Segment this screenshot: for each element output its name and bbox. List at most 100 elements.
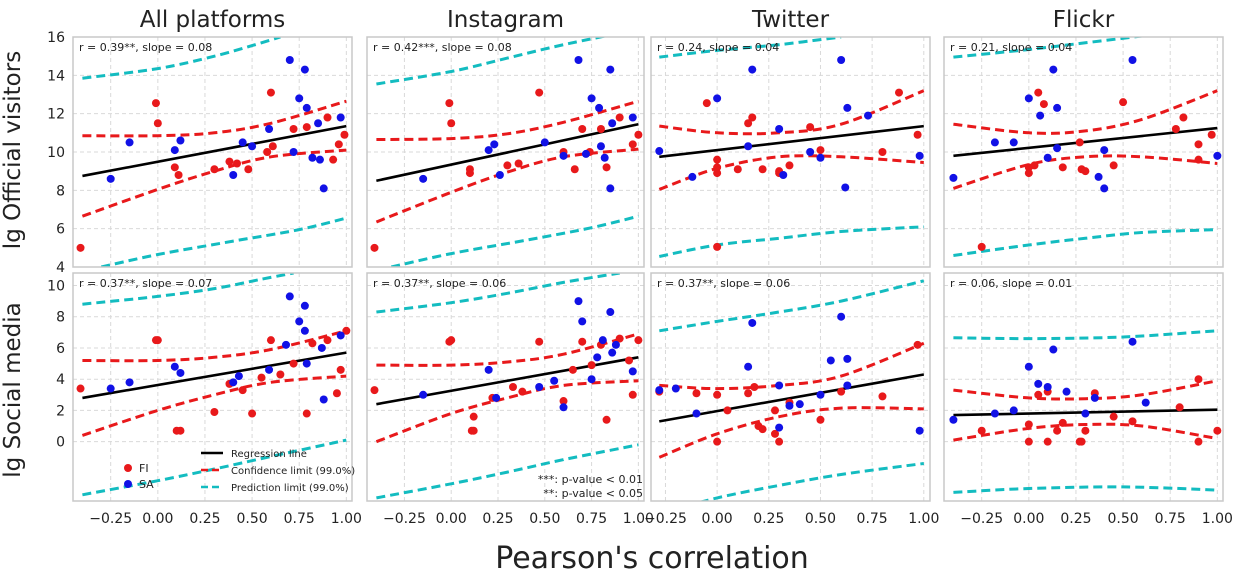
x-tick-label: 0.50 xyxy=(805,511,836,527)
fi-point xyxy=(210,165,219,174)
y-axis-label-top: lg Official visitors xyxy=(0,51,26,249)
panels: 4 6 8 10 12 14 16 r = 0.39**, slope = 0.08 All p… xyxy=(47,7,1233,527)
fi-point xyxy=(806,123,815,132)
fi-point xyxy=(748,113,757,122)
sa-point xyxy=(779,171,788,179)
sa-point xyxy=(1024,362,1033,371)
sa-point xyxy=(176,136,185,145)
fi-point xyxy=(508,383,517,391)
panel-plot-area xyxy=(76,37,349,267)
sa-point xyxy=(419,174,428,183)
x-tick-label: 0.25 xyxy=(1060,511,1091,527)
panel-frame xyxy=(366,272,645,502)
fi-point xyxy=(615,334,624,343)
sa-point xyxy=(1009,138,1018,147)
fi-point xyxy=(518,387,527,396)
sa-point xyxy=(596,142,605,151)
fi-point xyxy=(248,409,257,418)
sa-point xyxy=(1213,151,1222,160)
sa-point xyxy=(587,94,596,103)
fi-point xyxy=(340,130,349,139)
fi-point xyxy=(750,383,759,391)
fi-point xyxy=(153,119,162,128)
significance-note-2: **: p-value < 0.05 xyxy=(543,487,643,500)
sa-point xyxy=(837,56,846,64)
fi-point xyxy=(329,155,338,164)
fi-point xyxy=(587,361,596,370)
fi-point xyxy=(233,159,242,168)
fi-point xyxy=(153,336,162,345)
sa-point xyxy=(559,403,568,412)
sa-point xyxy=(540,138,549,147)
x-tick-label: 0.00 xyxy=(142,511,173,527)
panel-frame xyxy=(366,36,645,268)
fi-point xyxy=(210,407,219,416)
confidence-limit-lower xyxy=(658,154,924,191)
sa-point xyxy=(285,56,294,64)
sa-point xyxy=(608,348,617,357)
sa-point xyxy=(915,426,924,435)
fi-point xyxy=(568,365,577,374)
sa-point xyxy=(1100,184,1109,193)
fi-point xyxy=(276,370,285,379)
fi-point xyxy=(76,384,85,393)
regression-line xyxy=(82,351,347,400)
fi-point xyxy=(1024,437,1033,446)
sa-point xyxy=(843,103,852,112)
fi-point xyxy=(1171,125,1180,133)
prediction-limit-upper xyxy=(82,273,294,306)
sa-point xyxy=(125,138,134,147)
sa-point xyxy=(606,308,615,317)
fi-point xyxy=(625,356,634,365)
sa-point xyxy=(229,378,238,387)
sa-point xyxy=(1053,103,1062,112)
legend-fi-label: FI xyxy=(139,462,149,475)
sa-point xyxy=(106,174,115,183)
panel-annotation: r = 0.24, slope = 0.04 xyxy=(657,41,779,54)
fi-point xyxy=(225,157,234,166)
x-tick-label: 1.00 xyxy=(623,511,654,527)
fi-point xyxy=(1075,138,1084,147)
fi-point xyxy=(628,140,637,149)
sa-point xyxy=(608,119,617,128)
x-tick-label: 0.50 xyxy=(529,511,560,527)
sa-point xyxy=(285,292,294,301)
fi-point xyxy=(758,165,767,174)
sa-point xyxy=(308,153,317,162)
fi-point xyxy=(1034,390,1043,399)
sa-point xyxy=(841,183,850,192)
sa-point xyxy=(578,317,587,326)
panel-frame xyxy=(943,272,1224,502)
x-tick-label: 0.75 xyxy=(284,511,315,527)
fi-point xyxy=(758,425,767,434)
fi-point xyxy=(370,386,379,395)
sa-point xyxy=(606,184,615,193)
panel-1-3: −0.25 0.00 0.25 0.50 0.75 1.00 r = 0.06, slope… xyxy=(943,272,1233,527)
panel-0-0: 4 6 8 10 12 14 16 r = 0.39**, slope = 0.08 All p… xyxy=(47,7,353,276)
sa-point xyxy=(692,409,701,418)
sa-point xyxy=(628,113,637,122)
x-tick-label: 0.25 xyxy=(482,511,513,527)
fi-point xyxy=(266,88,275,97)
sa-point xyxy=(317,343,326,352)
x-tick-label: 0.25 xyxy=(753,511,784,527)
sa-point xyxy=(606,65,615,74)
panel-plot-area xyxy=(949,329,1222,494)
panel-frame xyxy=(650,36,931,268)
sa-point xyxy=(655,147,664,156)
fi-point xyxy=(1043,437,1052,446)
fi-point xyxy=(1024,169,1033,178)
sa-point xyxy=(314,119,323,128)
panel-annotation: r = 0.42***, slope = 0.08 xyxy=(373,41,512,54)
sa-point xyxy=(295,94,304,103)
fi-point xyxy=(596,125,605,133)
sa-point xyxy=(125,378,134,387)
sa-point xyxy=(319,184,328,193)
sa-point xyxy=(775,381,784,390)
fi-point xyxy=(332,389,341,398)
fi-point xyxy=(1207,130,1216,139)
x-tick-label: 0.75 xyxy=(1155,511,1186,527)
sa-point xyxy=(315,155,324,164)
fi-point xyxy=(1128,417,1137,426)
